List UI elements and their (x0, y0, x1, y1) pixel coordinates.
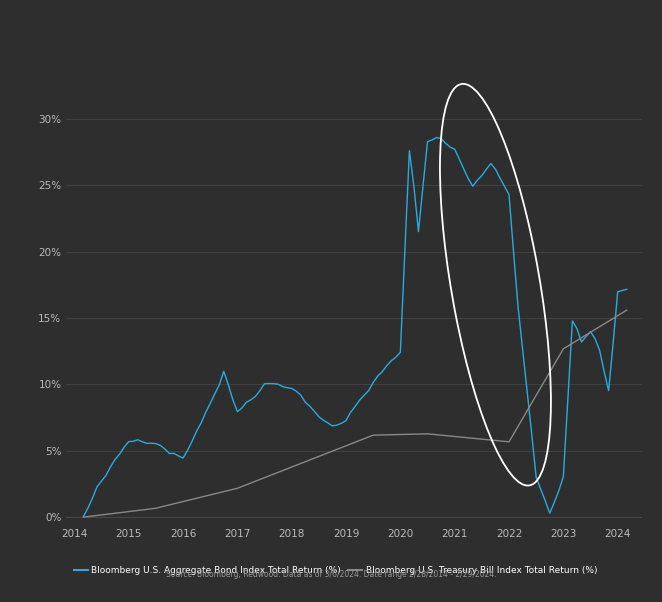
Text: Source: Bloomberg, Redwood. Data as of 3/6/2024. Date range 2/28/2014 - 2/29/202: Source: Bloomberg, Redwood. Data as of 3… (166, 571, 496, 579)
Legend: Bloomberg U.S. Aggregate Bond Index Total Return (%), Bloomberg U.S. Treasury Bi: Bloomberg U.S. Aggregate Bond Index Tota… (71, 562, 600, 579)
